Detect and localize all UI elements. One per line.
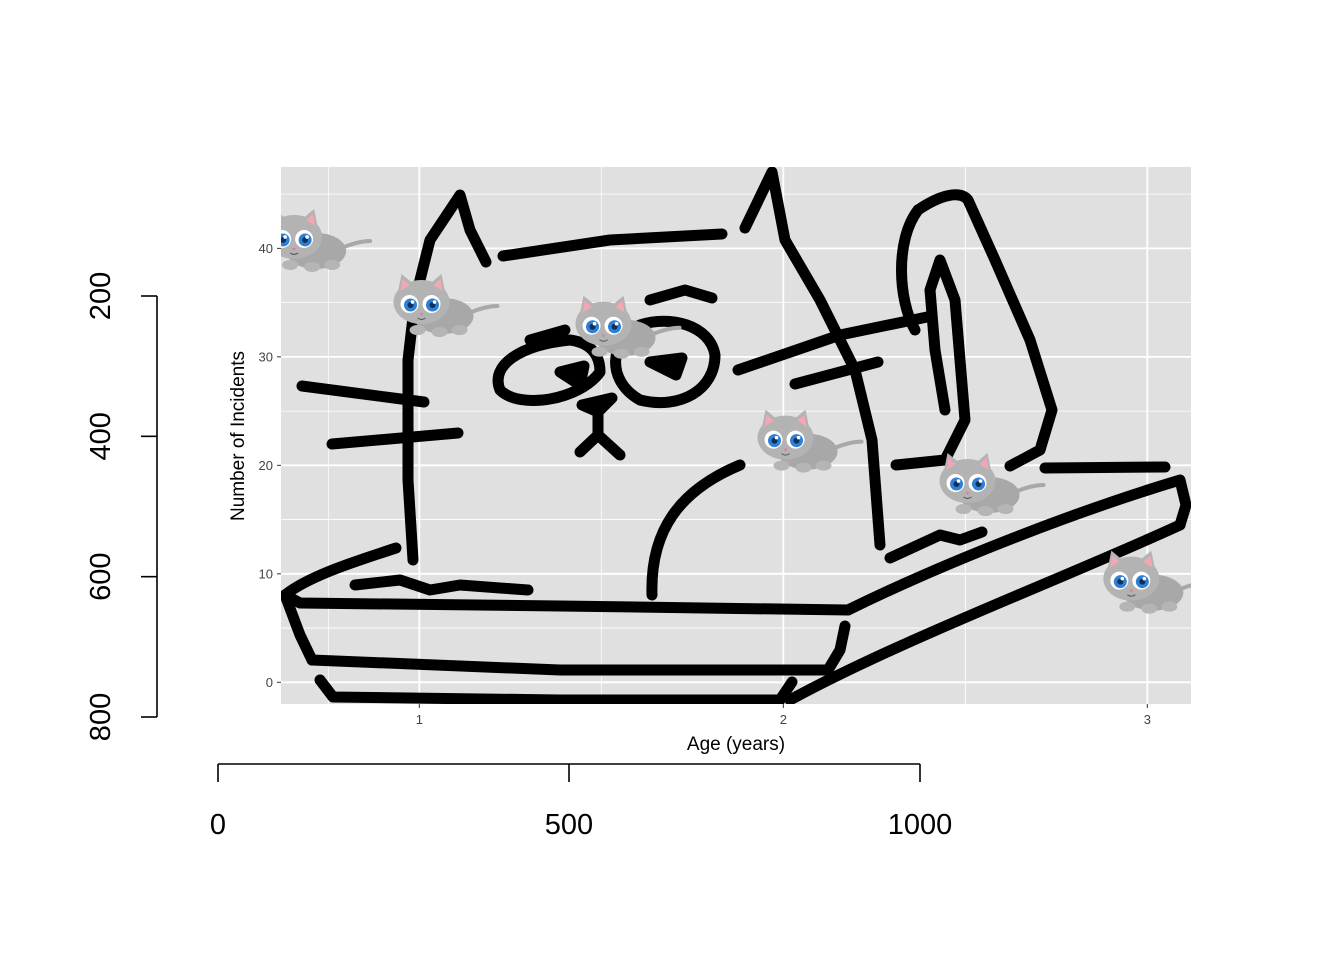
cat-front-leg: [646, 459, 746, 601]
y-tick-label: 40: [259, 241, 273, 256]
cat-brow-left: [524, 324, 571, 346]
y-axis: 0 10 20 30 40: [259, 241, 281, 690]
outer-left-tick-label: 800: [85, 693, 117, 741]
whisker-left-lower: [326, 427, 464, 450]
x-tick-label: 2: [780, 712, 787, 727]
whisker-left-upper: [296, 380, 430, 408]
cat-mouth: [574, 406, 626, 461]
cat-nose: [576, 392, 618, 418]
cat-pupil-left: [554, 360, 590, 391]
outer-bottom-tick-label: 1000: [888, 809, 953, 841]
whisker-right-lower: [789, 356, 884, 390]
litter-box-front-right: [822, 620, 851, 676]
cat-left-side: [402, 189, 492, 566]
x-axis: 1 2 3: [416, 704, 1151, 727]
x-tick-label: 1: [416, 712, 423, 727]
whisker-right-upper: [732, 310, 938, 376]
outer-left-axis: 200 400 600 800: [85, 272, 158, 741]
litter-box-left-lip: [281, 542, 402, 601]
outer-bottom-tick-label: 500: [545, 809, 593, 841]
litter-box-back-top: [842, 474, 1191, 616]
litter-box-front-top: [281, 589, 854, 616]
litter-box-right-side: [784, 519, 1186, 704]
cat-head-top: [497, 228, 728, 262]
sand-line-left: [349, 574, 534, 596]
sand-line-right: [884, 526, 988, 564]
outer-left-tick-label: 400: [85, 412, 117, 460]
litter-box-left-edge: [281, 589, 318, 666]
litter-box-front-bottom: [306, 654, 834, 676]
cat-right-ear: [739, 167, 886, 551]
cat-tail-base: [1039, 461, 1171, 474]
y-tick-label: 10: [259, 566, 273, 581]
cat-tail-outer: [912, 189, 1058, 472]
y-tick-label: 0: [266, 675, 273, 690]
x-tick-label: 3: [1144, 712, 1151, 727]
y-tick-label: 20: [259, 458, 273, 473]
cat-right-eye: [610, 315, 721, 409]
outer-bottom-axis: 0 500 1000: [210, 763, 953, 841]
outer-left-tick-label: 600: [85, 552, 117, 600]
x-axis-title: Age (years): [687, 734, 785, 755]
litter-box-base: [314, 674, 798, 704]
cat-brow-right: [644, 284, 718, 306]
cat-tail-inner: [896, 204, 924, 336]
outer-left-tick-label: 200: [85, 272, 117, 320]
y-tick-label: 30: [259, 349, 273, 364]
hand-drawn-cat-overlay: [281, 167, 1191, 704]
cat-tail: [890, 254, 971, 471]
cat-pupil-right: [644, 352, 688, 381]
outer-bottom-tick-label: 0: [210, 809, 226, 841]
y-axis-title: Number of Incidents: [228, 351, 249, 521]
